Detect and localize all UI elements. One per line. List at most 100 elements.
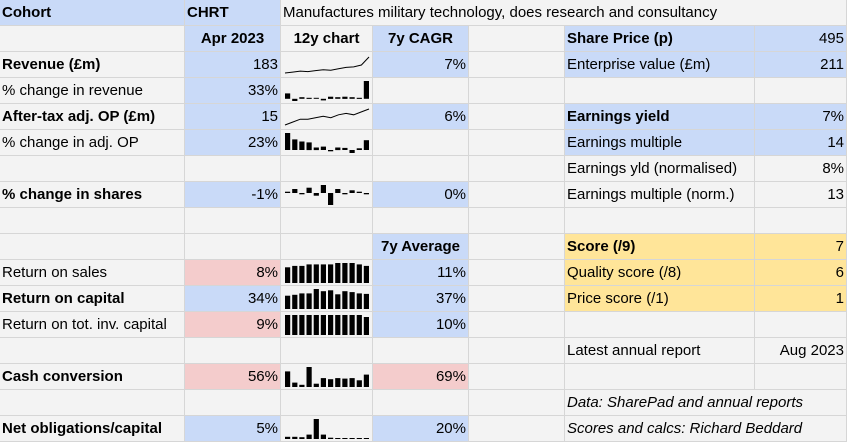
sparkline-bar <box>320 378 326 387</box>
sparkline-bar <box>342 147 348 150</box>
sparkline-line <box>284 56 370 74</box>
empty-cell <box>373 338 469 364</box>
rotic-sparkline <box>285 315 369 335</box>
shares-change-value: -1% <box>185 182 281 208</box>
sparkline-bar <box>299 384 305 387</box>
empty-cell <box>469 78 565 104</box>
sparkline-bar <box>363 265 369 283</box>
sparkline-bar <box>299 97 305 99</box>
score-value: 7 <box>755 234 847 260</box>
sparkline-bar <box>356 191 362 193</box>
sparkline-bar <box>356 97 362 99</box>
empty-cell <box>469 156 565 182</box>
op-change-sparkline-cell <box>281 130 373 156</box>
roc-sparkline <box>285 289 369 309</box>
earnings-multiple-normalised-label: Earnings multiple (norm.) <box>565 182 755 208</box>
sparkline-bar <box>349 438 355 439</box>
sparkline-bar <box>285 133 291 150</box>
sparkline-bar <box>349 190 355 193</box>
sparkline-bar <box>335 97 341 99</box>
chart-header: 12y chart <box>281 26 373 52</box>
sparkline-bar <box>335 189 341 193</box>
quality-score-label: Quality score (/8) <box>565 260 755 286</box>
sparkline-bar <box>356 315 362 335</box>
earnings-multiple-label: Earnings multiple <box>565 130 755 156</box>
cash-conversion-value: 56% <box>185 364 281 390</box>
op-cagr: 6% <box>373 104 469 130</box>
op-value: 15 <box>185 104 281 130</box>
revenue-change-label: % change in revenue <box>0 78 185 104</box>
sparkline-bar <box>292 98 298 101</box>
sparkline-bar <box>285 315 291 335</box>
empty-cell <box>469 130 565 156</box>
empty-cell <box>281 156 373 182</box>
op-change-sparkline <box>285 133 369 153</box>
revenue-change-sparkline-cell <box>281 78 373 104</box>
annual-report-label: Latest annual report <box>565 338 755 364</box>
sparkline-bar <box>349 263 355 283</box>
sparkline-bar <box>306 264 312 283</box>
sparkline-bar <box>328 290 334 309</box>
roc-average: 37% <box>373 286 469 312</box>
sparkline-bar <box>363 81 369 99</box>
sparkline-bar <box>342 193 348 195</box>
empty-cell <box>565 312 755 338</box>
sparkline-bar <box>299 437 305 439</box>
empty-cell <box>469 182 565 208</box>
empty-cell <box>281 234 373 260</box>
empty-cell <box>469 208 565 234</box>
ev-value: 211 <box>755 52 847 78</box>
sparkline-bar <box>299 293 305 309</box>
sparkline-bar <box>342 291 348 309</box>
sparkline-bar <box>320 98 326 101</box>
revenue-sparkline-cell <box>281 52 373 78</box>
cash-conversion-average: 69% <box>373 364 469 390</box>
sparkline-bar <box>313 383 319 387</box>
cohort-label: Cohort <box>0 0 185 26</box>
rotic-label: Return on tot. inv. capital <box>0 312 185 338</box>
ticker: CHRT <box>185 0 281 26</box>
company-description: Manufactures military technology, does r… <box>281 0 847 26</box>
empty-cell <box>281 208 373 234</box>
ros-value: 8% <box>185 260 281 286</box>
sparkline-bar <box>356 380 362 387</box>
sparkline-bar <box>335 438 341 439</box>
net-obligations-value: 5% <box>185 416 281 442</box>
sparkline-bar <box>292 265 298 283</box>
rotic-average: 10% <box>373 312 469 338</box>
cash-sparkline-cell <box>281 364 373 390</box>
roc-value: 34% <box>185 286 281 312</box>
quality-score-value: 6 <box>755 260 847 286</box>
empty-cell <box>185 234 281 260</box>
revenue-cagr: 7% <box>373 52 469 78</box>
empty-cell <box>185 338 281 364</box>
rotic-value: 9% <box>185 312 281 338</box>
empty-cell <box>373 78 469 104</box>
earnings-yield-normalised-value: 8% <box>755 156 847 182</box>
ev-label: Enterprise value (£m) <box>565 52 755 78</box>
sparkline-bar <box>292 139 298 150</box>
empty-cell <box>185 156 281 182</box>
empty-cell <box>373 156 469 182</box>
sparkline-line <box>284 108 370 126</box>
empty-cell <box>469 234 565 260</box>
sparkline-bar <box>313 315 319 335</box>
sparkline-bar <box>335 263 341 283</box>
revenue-sparkline <box>284 56 370 74</box>
empty-cell <box>565 364 755 390</box>
sparkline-bar <box>306 142 312 151</box>
sparkline-bar <box>285 191 291 193</box>
empty-cell <box>469 26 565 52</box>
op-change-value: 23% <box>185 130 281 156</box>
empty-cell <box>281 338 373 364</box>
sparkline-bar <box>356 438 362 439</box>
sparkline-bar <box>313 264 319 283</box>
sparkline-bar <box>313 147 319 151</box>
empty-cell <box>755 364 847 390</box>
empty-cell <box>185 390 281 416</box>
empty-cell <box>755 312 847 338</box>
sparkline-bar <box>313 289 319 309</box>
sparkline-bar <box>285 93 291 99</box>
cagr-header: 7y CAGR <box>373 26 469 52</box>
